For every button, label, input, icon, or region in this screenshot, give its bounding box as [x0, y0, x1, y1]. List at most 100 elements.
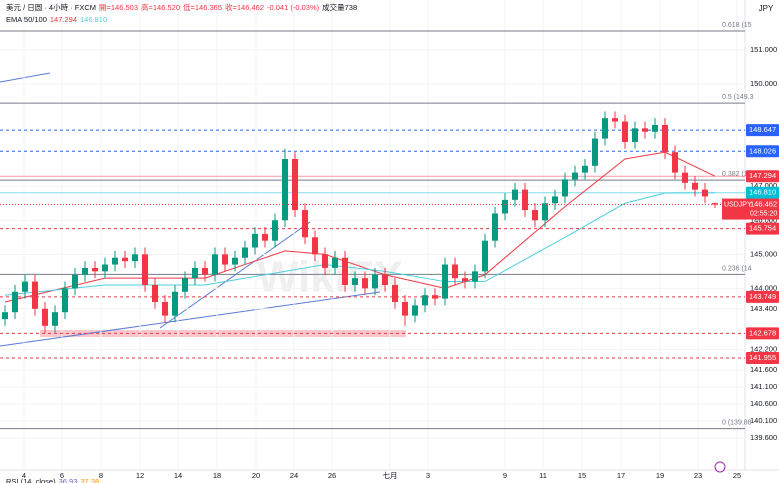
candle-body: [392, 284, 398, 302]
candle-body: [482, 240, 488, 272]
level-label: 148.647: [749, 125, 776, 134]
candle-body: [22, 281, 28, 292]
fib-label: 0 (139.88: [722, 419, 752, 426]
x-tick-label: 4: [22, 471, 26, 480]
candle-body: [252, 233, 258, 248]
candle-body: [12, 291, 18, 313]
y-tick-label: 150.000: [750, 79, 777, 88]
x-tick-label: 8: [99, 471, 103, 480]
ohlc-value: 低=146.365: [183, 2, 222, 12]
y-tick-label: 140.600: [750, 399, 777, 408]
x-tick-label: 6: [60, 471, 64, 480]
fib-label: 0.236 (14: [722, 265, 752, 272]
symbol-label: USDJPY: [724, 201, 752, 208]
x-tick-label: 15: [578, 471, 586, 480]
x-tick-label: 24: [290, 471, 298, 480]
candle-body: [532, 210, 538, 221]
candle-body: [212, 254, 218, 275]
x-tick-label: 23: [694, 471, 702, 480]
candle-body: [422, 295, 428, 306]
candle-body: [322, 254, 328, 268]
candle-body: [152, 284, 158, 302]
candle-body: [132, 254, 138, 262]
candle-body: [652, 124, 658, 132]
candle-body: [2, 312, 8, 320]
rsi-value: 36.93: [59, 477, 78, 483]
candle-body: [432, 295, 438, 299]
candle-body: [702, 189, 708, 197]
candle-body: [42, 308, 48, 326]
candle-body: [622, 121, 628, 142]
currency: JPY: [759, 4, 774, 13]
candle-body: [412, 305, 418, 316]
ohlc-value: 開=146.503: [99, 3, 138, 12]
candle-body: [92, 267, 98, 272]
candle-body: [192, 267, 198, 279]
last-price-box: [722, 198, 779, 220]
level-label: 147.294: [749, 171, 776, 180]
candle-body: [32, 281, 38, 309]
level-label: 145.754: [749, 224, 776, 233]
candle-body: [182, 278, 188, 292]
candle-body: [122, 257, 128, 262]
candle-body: [222, 254, 228, 265]
watermark: WikiFX: [257, 253, 403, 302]
candle-body: [102, 264, 108, 272]
x-tick-label: 9: [503, 471, 507, 480]
y-tick-label: 143.400: [750, 304, 777, 313]
ema-line: [4, 151, 716, 303]
candle-body: [202, 267, 208, 275]
candle-body: [342, 257, 348, 285]
x-tick-label: 18: [213, 471, 221, 480]
event-icon[interactable]: [714, 461, 726, 473]
y-tick-label: 142.200: [750, 345, 777, 354]
candle-body: [302, 210, 308, 238]
y-tick-label: 145.000: [750, 249, 777, 258]
level-box: [746, 170, 779, 183]
candle-body: [562, 179, 568, 197]
trend-line: [159, 221, 311, 329]
y-tick-label: 144.000: [750, 283, 777, 292]
candle-body: [62, 288, 68, 313]
countdown: 02:55:20: [750, 210, 777, 217]
candle-body: [632, 128, 638, 142]
level-box: [746, 351, 779, 364]
level-label: 142.678: [749, 328, 776, 337]
ema-value: 147.294: [50, 15, 77, 24]
candle-body: [352, 278, 358, 285]
candle-body: [512, 189, 518, 200]
candle-body: [552, 196, 558, 204]
trend-line: [0, 72, 51, 83]
x-tick-label: 25: [733, 471, 741, 480]
rsi-label: RSI (14, close): [6, 477, 56, 483]
x-tick-label: 11: [539, 471, 547, 480]
candle-body: [382, 274, 388, 285]
x-tick-label: 七月: [383, 471, 398, 480]
candle-body: [602, 118, 608, 139]
ohlc-value: 收=146.462: [225, 2, 264, 12]
y-tick-label: 139.600: [750, 433, 777, 442]
candle-body: [82, 267, 88, 275]
x-tick-label: 17: [617, 471, 625, 480]
candle-body: [402, 301, 408, 316]
level-box: [746, 327, 779, 340]
y-tick-label: 141.600: [750, 365, 777, 374]
ema-label: EMA 50/100: [6, 15, 47, 24]
candle-body: [232, 257, 238, 265]
candle-body: [712, 203, 718, 205]
candle-body: [692, 182, 698, 190]
fib-label: 0.5 (149.3: [722, 94, 754, 101]
x-tick-label: 26: [328, 471, 336, 480]
x-tick-label: 12: [136, 471, 144, 480]
level-label: 141.955: [749, 353, 776, 362]
y-tick-label: 141.100: [750, 382, 777, 391]
candle-body: [472, 271, 478, 282]
candle-body: [272, 220, 278, 241]
header: 美元 / 日圆 · 4小時 · FXCM 開=146.503 高=146.520 低=…: [6, 2, 357, 12]
trend-line: [0, 291, 381, 347]
rsi-value: 37.38: [80, 477, 99, 483]
ohlc-value: 高=146.520: [141, 2, 180, 12]
candle-body: [242, 247, 248, 258]
ohlc-value: 成交量738: [322, 2, 357, 12]
